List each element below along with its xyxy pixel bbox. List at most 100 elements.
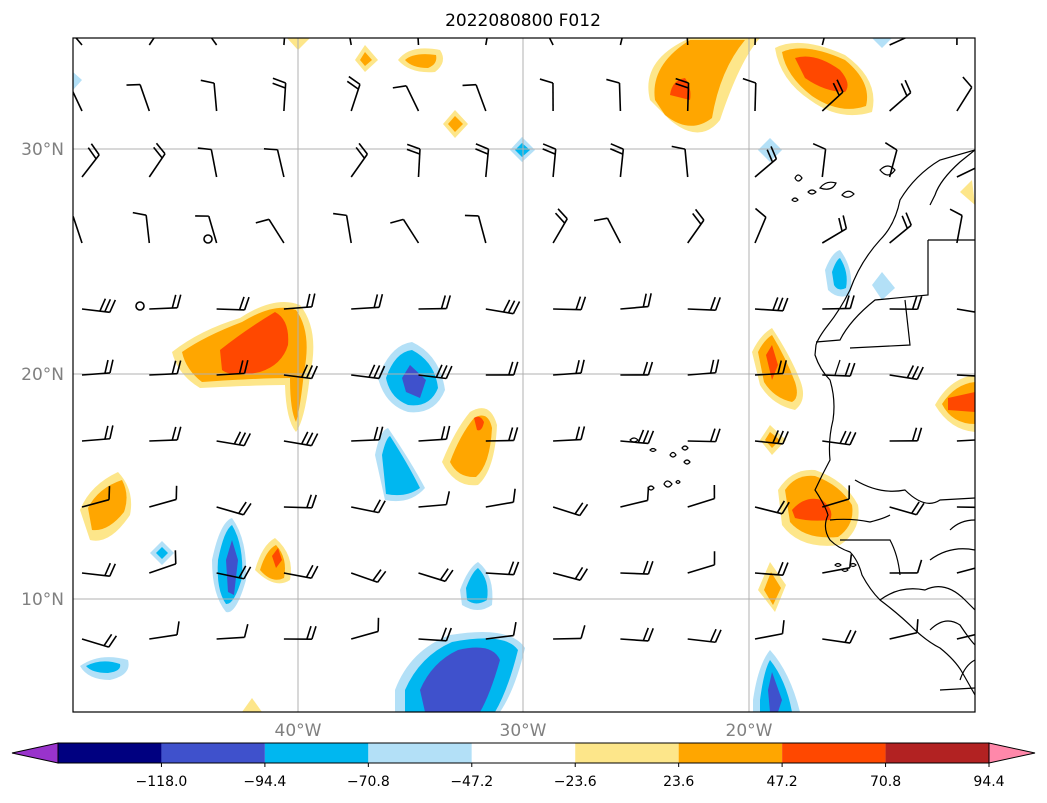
country-border <box>939 687 975 691</box>
wind-barb <box>351 426 384 442</box>
wind-barb <box>552 566 589 581</box>
wind-barb <box>539 78 554 112</box>
lon-label-20w: 20°W <box>726 721 773 741</box>
wind-barb <box>418 295 452 310</box>
wind-barb <box>889 619 919 640</box>
island <box>879 165 896 176</box>
wind-barb <box>956 506 975 509</box>
country-border <box>929 620 975 646</box>
lat-label-30n: 30°N <box>21 140 64 160</box>
wind-barb <box>272 77 287 112</box>
wind-barb <box>283 564 319 579</box>
colorbar-tick-label: 47.2 <box>767 774 798 790</box>
anomaly-region <box>795 56 848 92</box>
wind-barb <box>609 143 625 178</box>
anomaly-region <box>764 572 781 605</box>
anomaly-region <box>73 72 82 90</box>
wind-barb <box>687 296 721 312</box>
anomaly-region <box>766 345 778 380</box>
wind-barb <box>620 293 652 310</box>
anomaly-region <box>832 258 847 290</box>
wind-barb <box>889 365 924 381</box>
wind-barb <box>485 488 516 508</box>
wind-barb <box>283 364 318 380</box>
wind-barb <box>956 438 975 442</box>
anomaly-region <box>382 436 420 496</box>
wind-barb <box>889 296 923 311</box>
wind-barb <box>687 359 720 376</box>
calm-wind-marker <box>135 301 145 311</box>
wind-barb <box>73 215 83 244</box>
country-border <box>929 548 975 561</box>
anomaly-region <box>242 698 262 712</box>
wind-barb <box>754 430 789 445</box>
colorbar-extend-high <box>988 742 1036 764</box>
colorbar-tick-label: −70.8 <box>347 774 390 790</box>
calm-wind-marker <box>203 234 213 244</box>
wind-barb <box>553 359 585 376</box>
wind-barb <box>418 568 454 583</box>
wind-barb <box>619 38 628 46</box>
wind-barb <box>126 83 151 112</box>
wind-barb <box>685 38 689 46</box>
wind-barb <box>956 299 975 315</box>
wind-barb <box>485 427 519 442</box>
wind-barb <box>539 38 554 46</box>
wind-barb <box>283 293 316 310</box>
wind-barb <box>884 142 898 178</box>
wind-barb <box>620 361 654 376</box>
wind-barb <box>552 502 589 517</box>
wind-barb <box>216 359 249 376</box>
wind-barb <box>350 617 380 640</box>
wind-barb <box>754 207 767 244</box>
colorbar-swatch <box>782 743 886 763</box>
wind-barb <box>822 430 857 446</box>
wind-barb <box>81 633 118 648</box>
wind-barb <box>754 500 790 515</box>
wind-barb <box>81 298 117 314</box>
wind-barb <box>687 428 721 443</box>
wind-barb <box>418 491 451 508</box>
anomaly-region <box>226 540 238 595</box>
wind-barb <box>415 38 420 46</box>
anomaly-region <box>156 547 168 559</box>
wind-barb <box>345 38 352 46</box>
wind-barb <box>485 561 520 576</box>
island <box>794 174 803 182</box>
wind-barb <box>148 142 166 178</box>
colorbar-swatch <box>471 743 576 763</box>
wind-barb <box>283 625 317 640</box>
wind-barb <box>81 359 114 376</box>
wind-barb <box>754 360 788 376</box>
anomaly-region <box>872 38 892 48</box>
wind-barb <box>620 429 655 445</box>
wind-barb <box>889 38 916 46</box>
country-border <box>815 239 975 343</box>
colorbar <box>11 742 1036 764</box>
wind-barbs <box>73 38 975 648</box>
country-border <box>840 539 901 576</box>
colorbar-swatch <box>368 743 472 763</box>
anomaly-region <box>948 392 975 412</box>
wind-barb <box>475 143 490 178</box>
wind-barb <box>462 83 487 112</box>
wind-barb <box>485 299 521 315</box>
wind-barb <box>822 554 853 574</box>
wind-barb <box>671 145 689 178</box>
colorbar-swatch <box>58 743 162 763</box>
wind-barb <box>822 485 851 508</box>
country-border <box>949 519 975 531</box>
wind-barb <box>283 431 319 447</box>
anomaly-region <box>474 416 484 431</box>
colorbar-tick-label: −23.6 <box>554 774 597 790</box>
anomaly-region <box>872 272 895 300</box>
island <box>649 447 657 453</box>
wind-barb <box>956 564 975 574</box>
wind-barb <box>195 215 218 244</box>
wind-barb <box>754 38 757 46</box>
anomaly-region <box>220 312 289 375</box>
wind-barb <box>73 38 83 46</box>
colorbar-labels: −118.0 −94.4 −70.8 −47.2 −23.6 23.6 47.2 70.8 94… <box>136 763 1005 790</box>
wind-barb <box>392 85 420 112</box>
lat-label-20n: 20°N <box>21 365 64 385</box>
